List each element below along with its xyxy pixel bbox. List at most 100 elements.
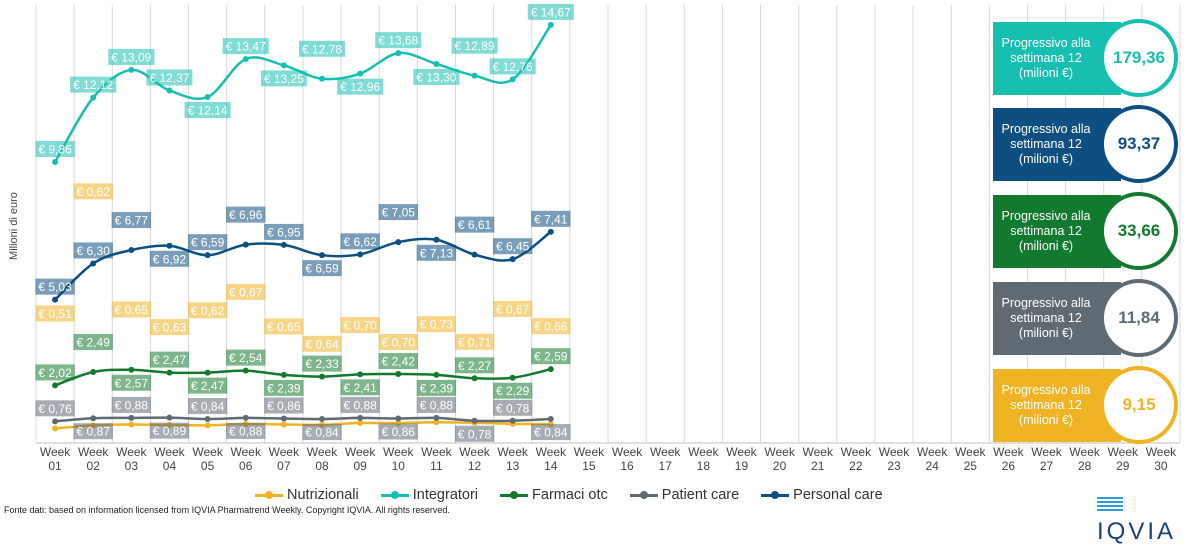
data-point	[166, 87, 173, 94]
data-label-bg	[413, 68, 460, 85]
data-point	[90, 415, 97, 422]
data-label: € 0,84	[191, 400, 225, 414]
legend-item[interactable]: Integratori	[380, 487, 478, 503]
data-point	[90, 369, 97, 376]
data-label: € 0,67	[496, 302, 530, 316]
legend-item[interactable]: Farmaci otc	[500, 487, 608, 503]
data-point	[433, 371, 440, 378]
x-tick-label: Week 11	[421, 445, 452, 473]
data-label-bg	[35, 140, 75, 157]
data-point	[547, 228, 554, 235]
data-point	[547, 366, 554, 373]
data-label-bg	[454, 333, 495, 350]
data-label: € 7,13	[420, 246, 454, 260]
data-point	[547, 416, 554, 423]
data-label-bg	[378, 334, 418, 351]
data-label: € 0,86	[267, 399, 301, 413]
data-label-bg	[187, 377, 228, 394]
x-tick-label: Week 20	[764, 445, 795, 473]
data-label-bg	[226, 283, 266, 300]
data-point	[319, 75, 325, 82]
data-label: € 13,47	[226, 40, 266, 54]
x-tick-label: Week 16	[612, 445, 643, 473]
data-label-bg	[149, 422, 190, 439]
data-label-bg	[492, 399, 533, 416]
data-label: € 6,45	[496, 240, 530, 254]
data-label-bg	[187, 302, 228, 319]
x-tick-label: Week 05	[192, 445, 223, 473]
data-point	[242, 414, 249, 421]
data-label-bg	[416, 316, 457, 333]
data-point	[357, 251, 364, 258]
legend-item[interactable]: Personal care	[761, 487, 883, 503]
data-point	[52, 158, 59, 165]
data-label: € 2,02	[38, 366, 72, 380]
data-label-bg	[416, 244, 457, 261]
x-tick-label: Week 04	[154, 445, 185, 473]
data-point	[319, 252, 325, 259]
data-label: € 2,59	[534, 350, 568, 364]
x-tick-label: Week 27	[1031, 445, 1062, 473]
data-label: € 0,64	[305, 337, 339, 351]
data-point	[128, 366, 135, 373]
data-point	[90, 94, 97, 101]
series-line	[54, 367, 552, 387]
data-label: € 6,62	[343, 235, 377, 249]
summary-box-label: Progressivo alla settimana 12 (milioni €…	[993, 108, 1121, 181]
data-point	[471, 251, 478, 258]
series-line	[54, 416, 551, 423]
data-point	[509, 76, 516, 83]
data-label: € 0,51	[38, 307, 72, 321]
legend-label: Patient care	[661, 487, 740, 503]
data-point	[204, 422, 211, 429]
data-label-bg	[302, 355, 342, 372]
data-label: € 0,63	[153, 321, 187, 335]
data-label: € 2,27	[458, 359, 492, 373]
data-label: € 0,86	[382, 425, 416, 439]
data-label-bg	[492, 382, 533, 399]
data-point	[90, 260, 97, 267]
x-tick-label: Week 28	[1069, 445, 1100, 473]
data-label: € 2,29	[496, 384, 530, 398]
x-tick-label: Week 01	[40, 445, 71, 473]
data-label-bg	[146, 69, 193, 86]
data-label-bg	[375, 32, 422, 49]
data-label-bg	[454, 216, 495, 233]
legend-label: Nutrizionali	[287, 487, 359, 503]
data-label: € 0,89	[153, 424, 187, 438]
data-label-bg	[35, 278, 75, 295]
data-label-bg	[111, 212, 152, 229]
source-note: Fonte dati: based on information license…	[4, 505, 450, 515]
data-label-bg	[149, 250, 190, 267]
data-label-bg	[378, 204, 418, 221]
data-label: € 0,66	[534, 320, 568, 334]
data-label-bg	[264, 318, 304, 335]
data-label-bg	[378, 353, 418, 370]
summary-value-personal-care: 93,37	[1100, 105, 1178, 183]
data-label: € 0,84	[305, 426, 339, 440]
data-label-bg	[264, 223, 304, 240]
x-tick-label: Week 21	[802, 445, 833, 473]
data-point	[242, 367, 249, 374]
data-label-bg	[302, 335, 342, 352]
x-tick-label: Week 13	[497, 445, 528, 473]
data-label: € 0,65	[115, 303, 149, 317]
iqvia-logo: IQVIA	[1097, 490, 1199, 546]
data-point	[395, 415, 402, 422]
legend-item[interactable]: Nutrizionali	[255, 487, 359, 503]
data-label: € 12,96	[340, 80, 380, 94]
data-label-bg	[531, 210, 571, 227]
data-point	[128, 66, 135, 73]
data-label: € 2,42	[382, 355, 416, 369]
data-label: € 5,03	[38, 280, 72, 294]
data-label: € 0,78	[496, 401, 530, 415]
data-point	[319, 416, 325, 423]
data-label-bg	[111, 374, 152, 391]
data-label: € 6,96	[229, 208, 263, 222]
data-point	[471, 375, 478, 382]
data-label-bg	[108, 48, 155, 65]
legend-item[interactable]: Patient care	[629, 487, 740, 503]
data-point	[509, 374, 516, 381]
data-label: € 0,71	[458, 335, 492, 349]
data-label-bg	[226, 349, 266, 366]
